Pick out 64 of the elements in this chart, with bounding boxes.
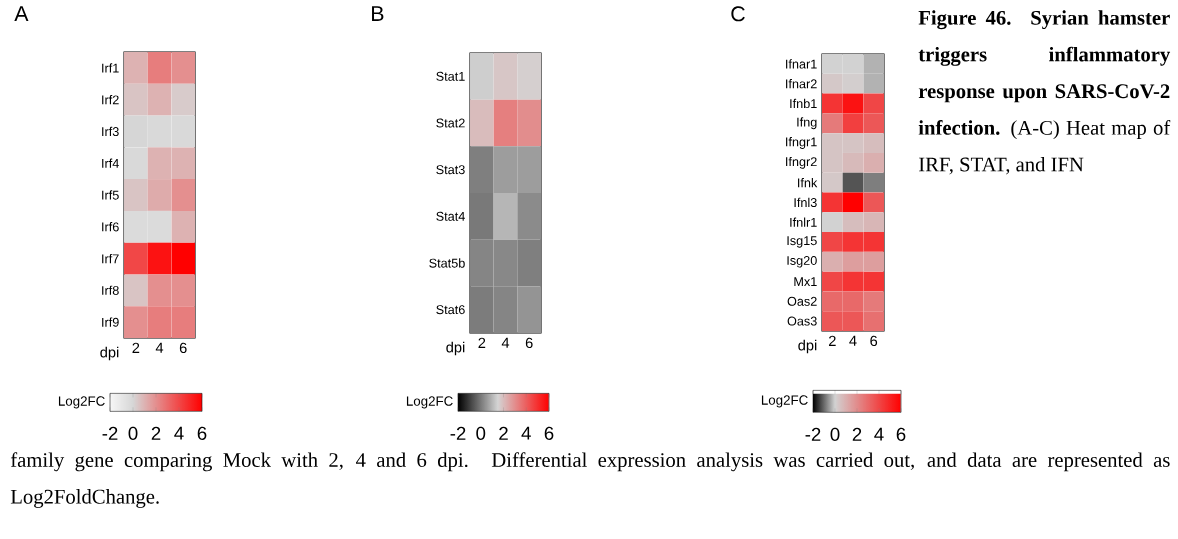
color-bar-label: 0: [830, 427, 840, 441]
color-bar-label: 2: [151, 426, 161, 440]
y-tick-label: Irf5: [102, 190, 119, 200]
y-tick-label: Isg20: [787, 256, 817, 268]
color-bar-label: -2: [450, 426, 466, 440]
chart-title: A: [14, 6, 29, 21]
y-tick-label: Ifng: [797, 117, 817, 130]
x-tick-label: 6: [179, 342, 187, 354]
color-bar-title: Log2FC: [58, 396, 105, 409]
y-tick-label: Ifngr1: [786, 137, 817, 149]
y-tick-label: Ifnl3: [794, 197, 817, 208]
x-tick-label: 2: [132, 342, 140, 353]
y-tick-label: Irf3: [102, 126, 119, 137]
x-axis-title: dpi: [798, 339, 817, 354]
color-bar-label: 2: [852, 427, 862, 441]
y-tick-label: Isg15: [787, 236, 817, 248]
color-bar-label: -2: [805, 427, 821, 441]
color-bar-label: 0: [128, 426, 138, 440]
y-tick-label: Ifnb1: [790, 98, 817, 109]
x-tick-label: 2: [478, 337, 486, 348]
text: Figure 46. Syrian hamster triggers inflammatory response upon SARS-CoV-2 infection. (A-C) Heat map of IRF, STAT, and IFN: [918, 10, 1171, 175]
y-tick-label: Irf2: [102, 95, 119, 105]
y-tick-label: Ifnar1: [786, 59, 817, 69]
y-tick-label: Ifnk: [798, 178, 818, 188]
color-bar-label: 6: [896, 427, 906, 441]
y-tick-label: Ifngr2: [786, 156, 817, 169]
y-tick-label: Mx1: [794, 277, 817, 286]
text: family gene comparing Mock with 2, 4 and 6 dpi. Differential expression analysis was carried out, and data are represented as Log2FoldChange.: [10, 452, 1170, 508]
x-tick-label: 6: [870, 335, 878, 347]
y-tick-label: Stat4: [436, 211, 465, 221]
y-tick-label: Irf1: [102, 63, 119, 73]
color-bar-label: 6: [197, 426, 207, 440]
y-tick-label: Ifnar2: [786, 79, 817, 89]
y-tick-label: Stat5b: [429, 258, 465, 268]
x-tick-label: 4: [501, 337, 510, 348]
y-tick-label: Oas3: [787, 316, 817, 326]
y-tick-label: Oas2: [787, 296, 817, 306]
y-tick-label: Stat2: [436, 118, 465, 128]
color-bar-label: 0: [476, 426, 486, 440]
color-bar-label: 6: [544, 426, 554, 440]
x-tick-label: 4: [849, 335, 857, 346]
color-bar-label: 4: [174, 426, 184, 440]
x-tick-label: 2: [828, 335, 836, 346]
y-tick-label: Stat3: [436, 165, 465, 175]
x-tick-label: 6: [525, 337, 533, 349]
y-tick-label: Irf6: [102, 222, 119, 232]
y-tick-label: Stat6: [436, 305, 465, 315]
y-tick-label: Irf8: [102, 285, 119, 295]
color-bar-label: -2: [102, 426, 118, 440]
chart-title: B: [372, 6, 384, 21]
chart-title: C: [731, 6, 745, 22]
color-bar-title: Log2FC: [761, 395, 808, 408]
y-tick-label: Irf7: [102, 253, 119, 264]
x-axis-title: dpi: [100, 346, 119, 361]
color-bar-label: 4: [521, 426, 531, 440]
color-bar-label: 4: [874, 427, 884, 441]
y-tick-label: Ifnlr1: [790, 217, 817, 227]
color-bar-title: Log2FC: [406, 396, 453, 409]
y-tick-label: Irf4: [102, 158, 119, 168]
y-tick-label: Stat1: [436, 71, 465, 81]
x-axis-title: dpi: [446, 341, 465, 356]
y-tick-label: Irf9: [102, 317, 119, 327]
color-bar-label: 2: [499, 426, 508, 440]
x-tick-label: 4: [155, 342, 164, 353]
